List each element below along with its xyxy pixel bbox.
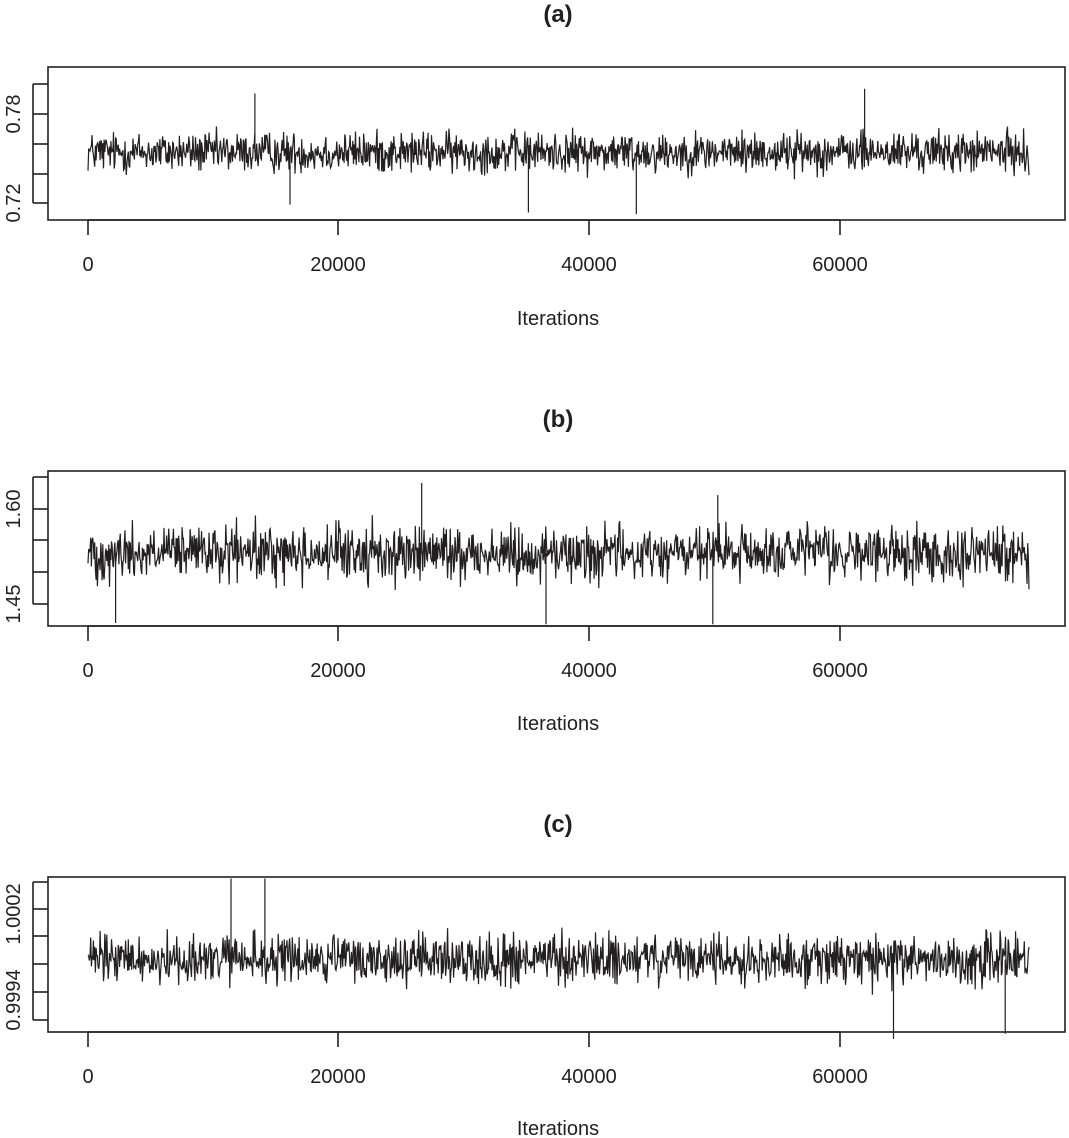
panel-c-x-axis-title: Iterations [517, 1118, 599, 1138]
panel-c-x-tick-label-0: 0 [82, 1066, 93, 1088]
panel-a-x-tick-label-60000: 60000 [812, 254, 868, 276]
panel-b-x-axis: 0 20000 40000 60000 [82, 625, 868, 682]
panel-b-y-tick-label-1.45: 1.45 [3, 585, 25, 624]
panel-b-title: (b) [543, 406, 574, 433]
panel-a-x-axis: 0 20000 40000 60000 [82, 219, 868, 276]
panel-a-x-tick-label-40000: 40000 [561, 254, 617, 276]
panel-c: (c) 0.9994 1.0002 0 20000 40000 60000 It… [3, 811, 1066, 1138]
panel-c-x-axis: 0 20000 40000 60000 [82, 1031, 868, 1088]
panel-c-y-axis: 0.9994 1.0002 [3, 881, 48, 1031]
panel-b-x-tick-label-20000: 20000 [310, 660, 366, 682]
panel-a-y-axis: 0.72 0.78 [3, 83, 48, 223]
panel-b-y-tick-label-1.60: 1.60 [3, 490, 25, 529]
panel-a: (a) 0.72 0.78 0 20000 40000 60000 [3, 1, 1066, 330]
panel-a-x-tick-label-0: 0 [82, 254, 93, 276]
panel-b-x-axis-title: Iterations [517, 713, 599, 735]
panel-b-y-axis: 1.45 1.60 [3, 476, 48, 624]
panel-b-x-tick-label-40000: 40000 [561, 660, 617, 682]
panel-a-y-tick-label-0.72: 0.72 [3, 184, 25, 223]
panel-b: (b) 1.45 1.60 0 20000 40000 60000 Iterat… [3, 406, 1066, 735]
panel-c-trace-series [87, 878, 1030, 1039]
panel-c-y-tick-label-1.0002: 1.0002 [3, 883, 25, 944]
panel-a-x-tick-label-20000: 20000 [310, 254, 366, 276]
panel-a-x-axis-title: Iterations [517, 308, 599, 330]
panel-c-x-tick-label-20000: 20000 [310, 1066, 366, 1088]
panel-c-x-tick-label-60000: 60000 [812, 1066, 868, 1088]
panel-b-x-tick-label-60000: 60000 [812, 660, 868, 682]
panel-a-trace-series [87, 88, 1030, 215]
panel-a-y-ticks [33, 83, 48, 204]
panel-b-trace-series [87, 483, 1030, 625]
panel-c-x-tick-label-40000: 40000 [561, 1066, 617, 1088]
panel-a-y-tick-label-0.78: 0.78 [3, 95, 25, 134]
panel-b-x-tick-label-0: 0 [82, 660, 93, 682]
panel-c-y-tick-label-0.9994: 0.9994 [3, 969, 25, 1030]
panel-c-title: (c) [543, 811, 572, 838]
panel-a-title: (a) [543, 1, 572, 28]
